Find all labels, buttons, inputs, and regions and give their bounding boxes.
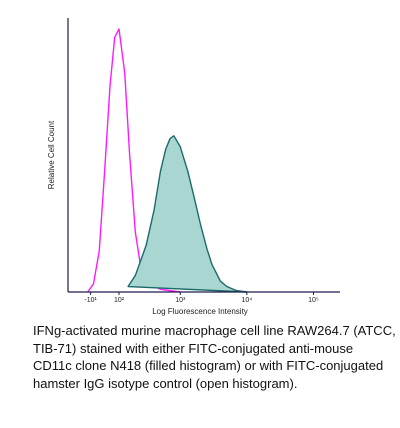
caption: IFNg-activated murine macrophage cell li… bbox=[33, 322, 396, 392]
x-tick-label: 10⁵ bbox=[308, 297, 319, 304]
x-tick-label: 10³ bbox=[175, 297, 186, 304]
caption-line: TIB-71) stained with either FITC-conjuga… bbox=[33, 340, 354, 356]
caption-line: CD11c clone N418 (filled histogram) or w… bbox=[33, 358, 384, 373]
x-tick-label: 10² bbox=[114, 297, 125, 304]
filled-histogram bbox=[127, 135, 248, 293]
x-tick-label: -10¹ bbox=[84, 297, 97, 304]
x-tick-label: 10⁴ bbox=[241, 297, 252, 304]
x-axis-label: Log Fluorescence Intensity bbox=[152, 307, 248, 316]
chart: Relative Cell Count Log Fluorescence Int… bbox=[47, 18, 340, 316]
y-axis-label: Relative Cell Count bbox=[47, 120, 56, 189]
caption-line: IFNg-activated murine macrophage cell li… bbox=[33, 323, 396, 338]
caption-line: hamster IgG isotype control (open histog… bbox=[33, 375, 298, 391]
